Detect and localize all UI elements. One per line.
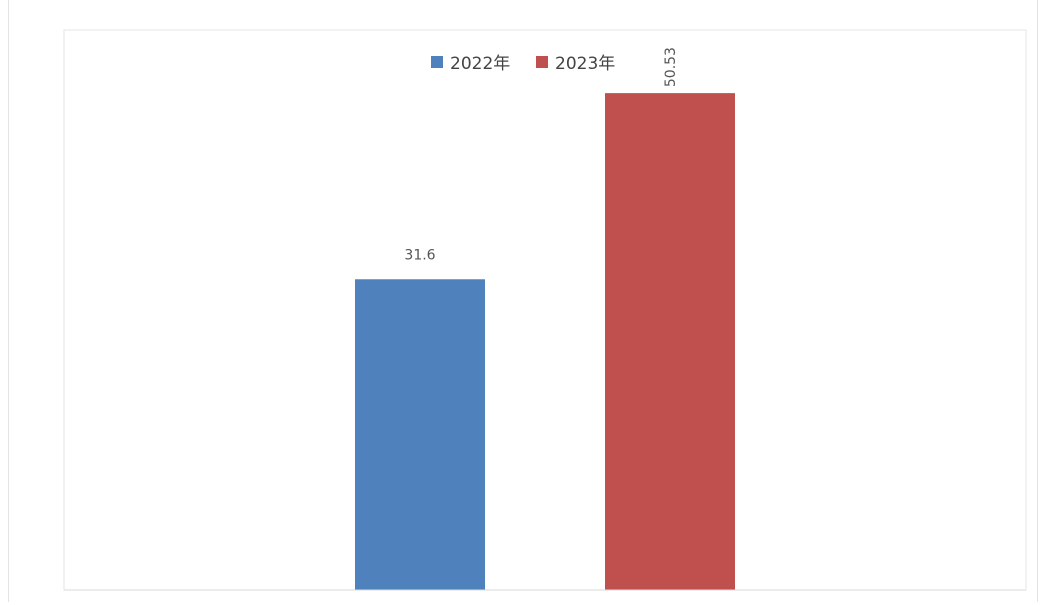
data-label-2023: 50.53 <box>663 47 679 87</box>
legend-swatch-2023 <box>536 56 548 68</box>
bar-2022 <box>355 279 485 590</box>
legend-label-2022: 2022年 <box>450 54 510 74</box>
legend-swatch-2022 <box>431 56 443 68</box>
bar-2023 <box>605 93 735 590</box>
data-label-2022: 31.6 <box>404 247 435 263</box>
legend-label-2023: 2023年 <box>555 54 615 74</box>
legend: 2022年 2023年 <box>431 54 615 74</box>
bars <box>355 93 735 590</box>
chart-frame <box>8 0 1038 602</box>
plot-area <box>63 29 1027 591</box>
